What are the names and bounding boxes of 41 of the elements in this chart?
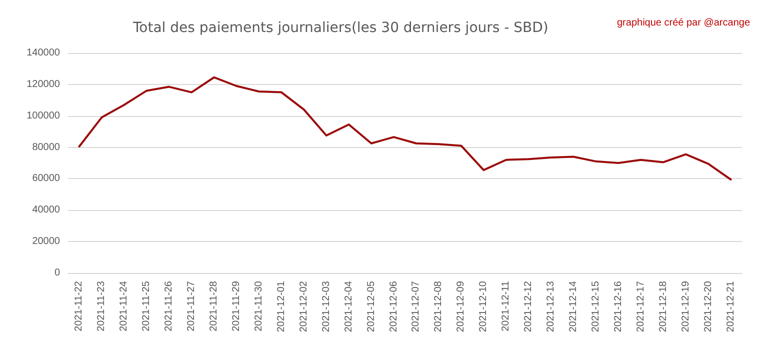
x-tick-label: 2021-11-22 [74, 280, 85, 332]
text: graphique créé par @arcange [616, 18, 750, 28]
x-tick-label: 2021-12-08 [433, 280, 444, 332]
x-tick-label: 2021-12-04 [343, 280, 354, 332]
x-tick-label: 2021-12-20 [702, 280, 714, 332]
line-series [78, 76, 732, 180]
x-tick-label: 2021-12-09 [456, 280, 467, 332]
x-tick-label: 2021-11-28 [208, 280, 220, 332]
y-tick-label: 40000 [32, 204, 60, 216]
x-tick-label: 2021-12-21 [725, 280, 736, 332]
x-tick-label: 2021-12-13 [546, 280, 557, 332]
x-tick-label: 2021-12-07 [410, 280, 422, 332]
x-tick-label: 2021-12-17 [635, 280, 646, 332]
x-tick-label: 2021-12-19 [680, 280, 692, 332]
x-tick-label: 2021-12-05 [366, 280, 377, 332]
y-tick-label: 20000 [32, 236, 60, 248]
x-tick-label: 2021-12-12 [523, 280, 534, 332]
x-tick-label: 2021-12-15 [590, 280, 602, 332]
x-tick-label: 2021-12-11 [500, 280, 512, 332]
x-tick-label: 2021-11-27 [186, 280, 198, 332]
y-tick-label: 60000 [32, 173, 60, 184]
y-tick-label: 100000 [26, 110, 60, 122]
x-tick-label: 2021-12-18 [658, 280, 669, 332]
x-tick-label: 2021-11-25 [141, 280, 152, 332]
x-tick-label: 2021-12-02 [298, 280, 310, 332]
x-tick-label: 2021-12-03 [320, 280, 332, 332]
x-tick-label: 2021-11-23 [96, 280, 108, 332]
y-tick-label: 80000 [32, 142, 60, 153]
x-tick-label: 2021-11-26 [164, 280, 175, 332]
x-tick-label: 2021-12-06 [388, 280, 400, 332]
x-tick-label: 2021-11-30 [253, 280, 264, 332]
y-tick-label: 120000 [26, 78, 60, 90]
x-tick-label: 2021-11-29 [231, 280, 242, 332]
chart-title: Total des paiements journaliers(les 30 derniers jours - SBD) [132, 20, 548, 36]
x-tick-label: 2021-11-24 [118, 280, 130, 332]
y-tick-label: 0 [54, 268, 60, 278]
x-tick-label: 2021-12-16 [612, 280, 624, 332]
x-tick-label: 2021-12-14 [568, 280, 579, 332]
y-tick-label: 140000 [26, 48, 60, 58]
x-tick-label: 2021-12-01 [276, 280, 287, 332]
x-tick-label: 2021-12-10 [478, 280, 490, 332]
